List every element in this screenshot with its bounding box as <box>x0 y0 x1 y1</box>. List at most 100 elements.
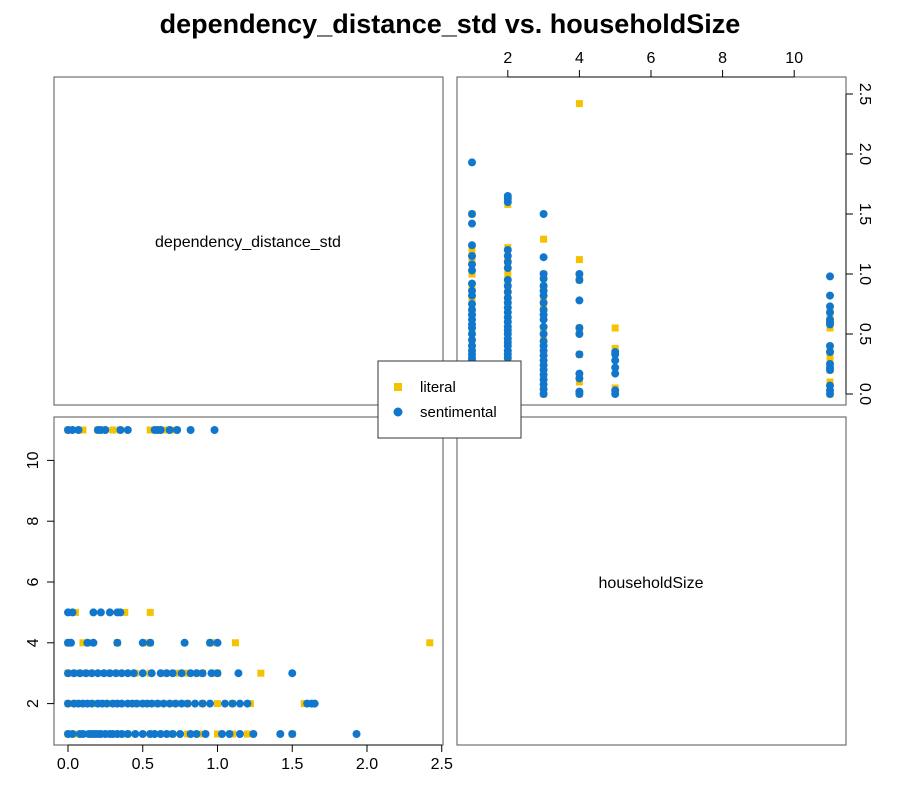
diagonal-label-household-size: householdSize <box>599 575 704 592</box>
point-sentimental-lower <box>213 638 222 647</box>
point-sentimental-upper <box>503 294 512 302</box>
point-sentimental-lower <box>68 426 77 434</box>
point-sentimental-upper <box>503 252 512 260</box>
point-sentimental-lower <box>156 426 165 434</box>
point-sentimental-lower <box>123 426 132 434</box>
legend-label-sentimental: sentimental <box>420 404 497 421</box>
top-axis-tick-label: 4 <box>575 50 584 67</box>
point-sentimental-upper <box>575 270 584 278</box>
point-sentimental-upper <box>539 253 548 262</box>
point-sentimental-lower <box>138 638 147 647</box>
point-sentimental-lower <box>198 669 207 678</box>
point-sentimental-lower <box>123 669 132 678</box>
right-axis-tick-label: 1.5 <box>856 203 873 225</box>
chart-title: dependency_distance_std vs. householdSiz… <box>160 9 741 39</box>
point-sentimental-lower <box>105 669 114 678</box>
bottom-x-axis-dependency-distance-std: 0.0 0.5 1.0 1.5 2.0 2.5 <box>57 744 453 773</box>
point-sentimental-lower <box>156 730 165 738</box>
point-sentimental-lower <box>177 699 186 708</box>
point-sentimental-lower <box>310 699 319 708</box>
point-sentimental-lower <box>191 699 200 708</box>
point-sentimental-upper <box>503 264 512 272</box>
left-axis-tick-label: 10 <box>25 451 42 469</box>
point-sentimental-lower <box>150 730 159 738</box>
point-sentimental-lower <box>99 669 108 678</box>
point-sentimental-upper <box>611 348 620 356</box>
point-sentimental-lower <box>192 669 201 678</box>
point-sentimental-lower <box>235 730 244 738</box>
point-sentimental-lower <box>129 669 138 678</box>
point-literal-lower <box>243 730 251 738</box>
point-sentimental-lower <box>105 608 114 617</box>
point-sentimental-lower <box>64 699 72 708</box>
point-sentimental-lower <box>206 638 215 647</box>
point-sentimental-upper <box>503 282 512 290</box>
point-sentimental-lower <box>117 669 126 678</box>
point-sentimental-lower <box>153 699 162 708</box>
point-sentimental-lower <box>352 730 361 738</box>
point-sentimental-upper <box>503 288 512 296</box>
point-sentimental-lower <box>75 669 84 678</box>
left-y-axis-household-size: 2 4 6 8 10 <box>25 451 55 708</box>
point-sentimental-lower <box>165 426 174 434</box>
point-sentimental-upper <box>575 369 584 378</box>
point-sentimental-upper <box>468 260 476 269</box>
point-sentimental-lower <box>276 730 285 738</box>
left-axis-tick-label: 8 <box>25 517 42 526</box>
legend: literal sentimental <box>377 360 522 439</box>
legend-label-literal: literal <box>420 379 456 396</box>
point-sentimental-upper <box>468 219 476 228</box>
point-sentimental-lower <box>288 669 297 678</box>
top-axis-tick-label: 6 <box>647 50 656 67</box>
point-sentimental-lower <box>206 699 215 708</box>
point-sentimental-lower <box>74 426 83 434</box>
bottom-axis-tick-label: 0.0 <box>57 756 79 773</box>
point-literal-lower <box>146 426 154 434</box>
point-sentimental-upper <box>826 360 834 368</box>
point-literal-lower <box>121 608 129 616</box>
right-axis-tick-label: 0.5 <box>856 323 873 345</box>
point-sentimental-upper <box>826 342 834 350</box>
point-sentimental-lower <box>87 669 96 678</box>
point-sentimental-upper <box>468 300 476 308</box>
point-literal-lower <box>79 426 87 434</box>
point-literal-upper <box>540 235 548 243</box>
point-sentimental-lower <box>138 730 147 738</box>
point-literal-upper <box>504 270 512 278</box>
point-sentimental-upper <box>468 286 476 295</box>
top-axis-tick-label: 10 <box>785 50 803 67</box>
point-literal-lower <box>426 639 434 647</box>
point-sentimental-lower <box>138 669 147 678</box>
point-sentimental-upper <box>611 356 620 365</box>
left-axis-tick-label: 6 <box>25 577 42 586</box>
point-sentimental-upper <box>503 276 512 284</box>
point-sentimental-upper <box>575 387 584 396</box>
point-sentimental-upper <box>826 302 834 311</box>
point-sentimental-upper <box>468 266 476 275</box>
point-literal-lower <box>214 700 221 708</box>
point-sentimental-lower <box>213 669 222 678</box>
point-sentimental-upper <box>539 210 548 218</box>
point-sentimental-upper <box>575 276 584 284</box>
point-sentimental-lower <box>68 608 77 617</box>
point-sentimental-lower <box>177 669 186 678</box>
point-sentimental-lower <box>220 699 229 708</box>
point-sentimental-lower <box>117 699 126 708</box>
point-sentimental-upper <box>575 330 584 338</box>
point-literal-upper <box>611 324 619 332</box>
point-sentimental-upper <box>826 381 834 390</box>
point-sentimental-lower <box>117 730 126 738</box>
point-sentimental-lower <box>168 669 177 678</box>
point-literal-lower <box>231 639 239 647</box>
point-sentimental-lower <box>111 669 120 678</box>
right-axis-tick-label: 1.0 <box>856 263 873 285</box>
point-sentimental-upper <box>468 210 476 218</box>
point-sentimental-lower <box>131 730 140 738</box>
bottom-axis-tick-label: 1.0 <box>206 756 228 773</box>
point-sentimental-lower <box>87 699 96 708</box>
point-sentimental-lower <box>66 638 75 647</box>
point-sentimental-upper <box>575 324 584 332</box>
point-sentimental-lower <box>198 699 207 708</box>
bottom-axis-tick-label: 2.5 <box>431 756 453 773</box>
